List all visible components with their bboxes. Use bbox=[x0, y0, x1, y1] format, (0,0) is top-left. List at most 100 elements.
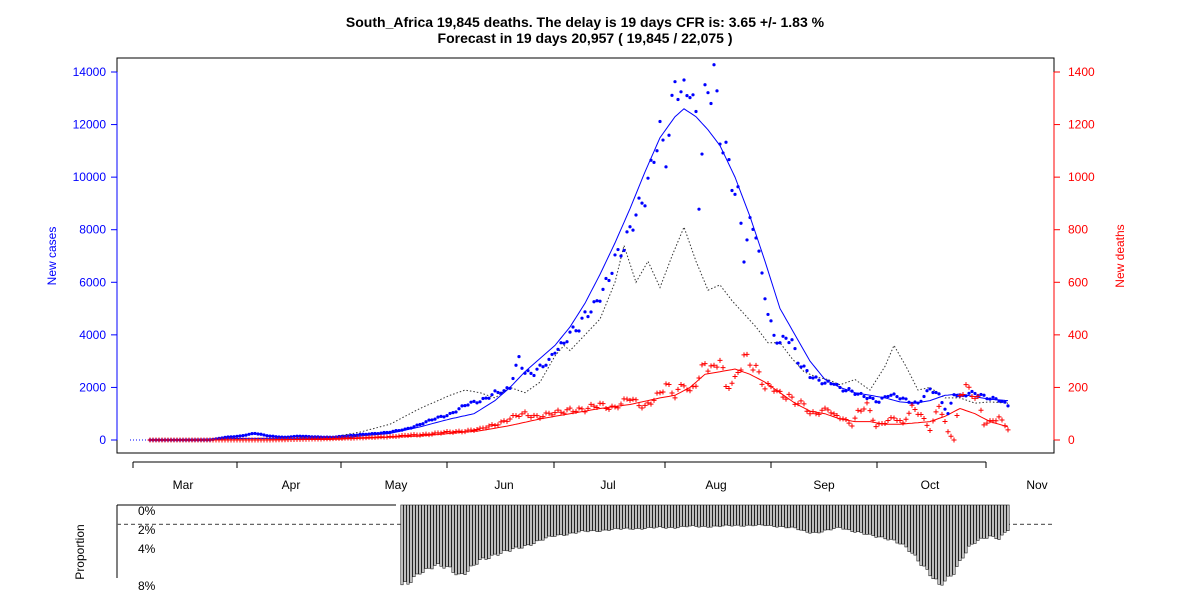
death-point bbox=[495, 422, 501, 428]
death-point bbox=[639, 405, 645, 411]
forecast-series bbox=[150, 225, 1009, 441]
proportion-bar bbox=[703, 504, 707, 527]
case-point bbox=[451, 411, 455, 415]
case-point bbox=[781, 334, 785, 338]
case-point bbox=[844, 389, 848, 393]
case-point bbox=[697, 207, 701, 211]
proportion-bar bbox=[433, 504, 437, 566]
proportion-bar bbox=[997, 504, 1001, 540]
death-point bbox=[744, 351, 750, 357]
proportion-bar bbox=[877, 504, 881, 538]
case-point bbox=[466, 403, 470, 407]
death-point bbox=[735, 370, 741, 376]
death-point bbox=[483, 425, 489, 431]
proportion-bar bbox=[745, 504, 749, 526]
death-point bbox=[993, 418, 999, 424]
case-point bbox=[298, 434, 302, 438]
death-point bbox=[615, 405, 621, 411]
proportion-bar bbox=[586, 504, 590, 533]
death-point bbox=[834, 412, 840, 418]
death-point bbox=[582, 409, 588, 415]
proportion-bar bbox=[880, 504, 884, 538]
case-point bbox=[988, 397, 992, 401]
proportion-bar bbox=[784, 504, 788, 529]
case-point bbox=[814, 375, 818, 379]
case-point bbox=[742, 260, 746, 264]
proportion-bar bbox=[448, 504, 452, 568]
case-point bbox=[388, 430, 392, 434]
case-point bbox=[943, 407, 947, 411]
proportion-bar bbox=[514, 504, 518, 548]
proportion-bar bbox=[751, 504, 755, 527]
x-tick-label: Nov bbox=[1026, 478, 1047, 492]
proportion-bar bbox=[838, 504, 842, 528]
case-point bbox=[436, 415, 440, 419]
death-point bbox=[966, 384, 972, 390]
x-tick-label: Oct bbox=[921, 478, 940, 492]
proportion-bar bbox=[739, 504, 743, 527]
proportion-bar bbox=[505, 504, 509, 552]
case-point bbox=[712, 63, 716, 67]
proportion-bar bbox=[418, 504, 422, 575]
proportion-bar bbox=[682, 504, 686, 527]
proportion-bar bbox=[706, 504, 710, 528]
y-tick-label-right: 0 bbox=[1068, 433, 1075, 447]
case-point bbox=[925, 389, 929, 393]
death-point bbox=[840, 416, 846, 422]
death-point bbox=[558, 409, 564, 415]
proportion-bar bbox=[994, 504, 998, 539]
proportion-bar bbox=[694, 504, 698, 527]
case-point bbox=[907, 400, 911, 404]
death-point bbox=[816, 411, 822, 417]
death-point bbox=[984, 420, 990, 426]
case-point bbox=[736, 185, 740, 189]
case-point bbox=[661, 138, 665, 142]
proportion-bar bbox=[883, 504, 887, 540]
death-point bbox=[999, 417, 1005, 423]
case-point bbox=[241, 434, 245, 438]
proportion-bar bbox=[691, 504, 695, 526]
case-point bbox=[865, 396, 869, 401]
proportion-bar bbox=[760, 504, 764, 526]
deaths-smooth-line bbox=[150, 368, 1009, 441]
case-point bbox=[862, 394, 866, 399]
case-point bbox=[934, 390, 938, 395]
case-point bbox=[853, 392, 857, 396]
proportion-bar bbox=[427, 504, 431, 569]
case-point bbox=[421, 422, 425, 426]
case-point bbox=[382, 430, 386, 435]
case-point bbox=[358, 432, 362, 437]
y-tick-label-right: 1200 bbox=[1068, 118, 1095, 132]
death-point bbox=[960, 392, 966, 398]
case-point bbox=[481, 396, 485, 401]
case-point bbox=[448, 411, 452, 416]
death-point bbox=[516, 414, 522, 420]
death-point bbox=[948, 433, 954, 439]
death-point bbox=[825, 407, 831, 413]
death-point bbox=[462, 429, 468, 435]
case-point bbox=[400, 428, 404, 432]
proportion-bar bbox=[778, 504, 782, 527]
case-point bbox=[892, 392, 896, 396]
proportion-bar bbox=[922, 504, 926, 567]
proportion-bar bbox=[742, 504, 746, 527]
case-point bbox=[838, 385, 842, 390]
y-tick-label-left: 0 bbox=[99, 433, 106, 447]
case-point bbox=[733, 192, 737, 196]
proportion-bar bbox=[661, 504, 665, 529]
proportion-bar bbox=[853, 504, 857, 533]
case-point bbox=[475, 401, 479, 405]
case-point bbox=[718, 142, 722, 146]
death-point bbox=[684, 387, 690, 393]
proportion-bar bbox=[709, 504, 713, 528]
case-point bbox=[433, 417, 437, 421]
case-point bbox=[868, 395, 872, 400]
death-point bbox=[540, 414, 546, 420]
proportion-bar bbox=[826, 504, 830, 531]
proportion-bar bbox=[871, 504, 875, 537]
case-point bbox=[811, 376, 815, 380]
death-point bbox=[906, 410, 912, 416]
case-point bbox=[223, 435, 227, 439]
death-point bbox=[963, 382, 969, 388]
death-point bbox=[726, 385, 732, 391]
